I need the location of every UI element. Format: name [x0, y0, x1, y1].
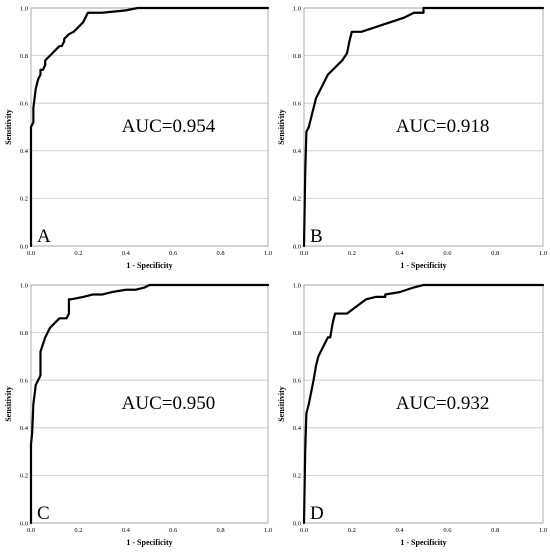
x-axis-title: 1 - Specificity — [400, 261, 446, 270]
x-tick-label: 0.0 — [27, 250, 35, 257]
x-tick-label: 0.6 — [443, 527, 452, 534]
y-tick-label: 0.2 — [20, 196, 28, 203]
y-axis-title: Sensitivity — [277, 386, 286, 422]
y-tick-label: 0.6 — [293, 378, 302, 385]
y-tick-label: 0.4 — [20, 425, 29, 432]
x-tick-label: 0.2 — [348, 527, 356, 534]
x-tick-label: 0.4 — [396, 527, 405, 534]
x-tick-label: 0.0 — [27, 527, 35, 534]
x-tick-label: 1.0 — [539, 527, 547, 534]
y-axis-title: Sensitivity — [4, 109, 13, 145]
x-tick-label: 0.8 — [217, 250, 225, 257]
y-tick-label: 0.6 — [293, 101, 302, 108]
auc-annotation: AUC=0.932 — [396, 393, 490, 414]
x-tick-label: 0.4 — [396, 250, 405, 257]
x-axis-title: 1 - Specificity — [126, 538, 172, 547]
panel-letter: D — [310, 503, 324, 524]
y-tick-label: 0.8 — [293, 53, 301, 60]
x-tick-label: 0.8 — [217, 527, 225, 534]
y-tick-label: 0.2 — [293, 473, 301, 480]
roc-panel-c: 0.0 0.2 0.4 0.6 0.8 1.0 0.0 0.2 0.4 0.6 0.8 1.0 1 - … — [4, 282, 272, 547]
panel-letter: B — [310, 226, 323, 247]
y-axis-title: Sensitivity — [277, 109, 286, 145]
roc-curve — [29, 283, 270, 525]
x-tick-label: 0.2 — [348, 250, 356, 257]
x-tick-label: 1.0 — [539, 250, 547, 257]
roc-panel-b: 0.0 0.2 0.4 0.6 0.8 1.0 0.0 0.2 0.4 0.6 0.8 1.0 1 - … — [277, 5, 547, 270]
y-tick-label: 0.4 — [293, 425, 302, 432]
y-tick-label: 0.4 — [293, 148, 302, 155]
x-tick-label: 0.0 — [300, 527, 308, 534]
roc-curve — [29, 6, 270, 248]
y-tick-label: 0.0 — [293, 520, 301, 527]
y-tick-label: 0.6 — [20, 101, 29, 108]
x-tick-label: 0.0 — [300, 250, 308, 257]
panel-letter: C — [37, 503, 50, 524]
roc-curve — [302, 283, 545, 525]
panel-letter: A — [37, 226, 51, 247]
y-tick-label: 0.0 — [20, 243, 28, 250]
y-tick-label: 0.8 — [293, 330, 301, 337]
x-tick-label: 0.4 — [122, 250, 131, 257]
y-tick-label: 1.0 — [293, 5, 301, 12]
x-tick-label: 1.0 — [264, 250, 272, 257]
y-tick-label: 1.0 — [20, 282, 28, 289]
x-tick-label: 1.0 — [264, 527, 272, 534]
auc-annotation: AUC=0.950 — [122, 393, 216, 414]
y-axis-title: Sensitivity — [4, 386, 13, 422]
x-tick-label: 0.2 — [74, 527, 82, 534]
y-tick-label: 0.6 — [20, 378, 29, 385]
x-tick-label: 0.6 — [169, 527, 178, 534]
x-tick-label: 0.8 — [491, 527, 499, 534]
x-axis-title: 1 - Specificity — [126, 261, 172, 270]
roc-curve — [302, 6, 545, 248]
x-axis-title: 1 - Specificity — [400, 538, 446, 547]
y-tick-label: 0.8 — [20, 53, 28, 60]
y-tick-label: 0.0 — [20, 520, 28, 527]
x-tick-label: 0.6 — [169, 250, 178, 257]
y-tick-label: 1.0 — [293, 282, 301, 289]
y-tick-label: 0.2 — [293, 196, 301, 203]
y-tick-label: 0.4 — [20, 148, 29, 155]
roc-panel-d: 0.0 0.2 0.4 0.6 0.8 1.0 0.0 0.2 0.4 0.6 0.8 1.0 1 - … — [277, 282, 547, 547]
y-tick-label: 0.8 — [20, 330, 28, 337]
x-tick-label: 0.6 — [443, 250, 452, 257]
x-tick-label: 0.4 — [122, 527, 131, 534]
auc-annotation: AUC=0.918 — [396, 116, 490, 137]
x-tick-label: 0.2 — [74, 250, 82, 257]
y-tick-label: 0.2 — [20, 473, 28, 480]
y-tick-label: 0.0 — [293, 243, 301, 250]
y-tick-label: 1.0 — [20, 5, 28, 12]
auc-annotation: AUC=0.954 — [122, 116, 216, 137]
roc-panel-a: 0.0 0.2 0.4 0.6 0.8 1.0 0.0 0.2 0.4 0.6 0.8 1.0 1 - … — [4, 5, 272, 270]
x-tick-label: 0.8 — [491, 250, 499, 257]
